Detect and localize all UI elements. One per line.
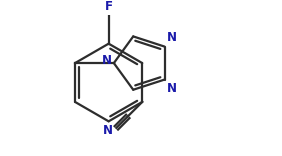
Text: N: N (167, 82, 177, 95)
Text: F: F (105, 0, 113, 13)
Text: N: N (102, 54, 112, 67)
Text: N: N (103, 124, 113, 136)
Text: N: N (167, 32, 177, 44)
